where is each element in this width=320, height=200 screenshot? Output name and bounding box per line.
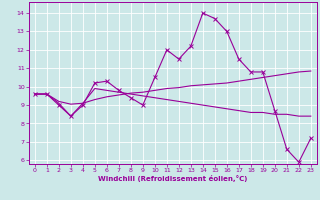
X-axis label: Windchill (Refroidissement éolien,°C): Windchill (Refroidissement éolien,°C)	[98, 175, 247, 182]
